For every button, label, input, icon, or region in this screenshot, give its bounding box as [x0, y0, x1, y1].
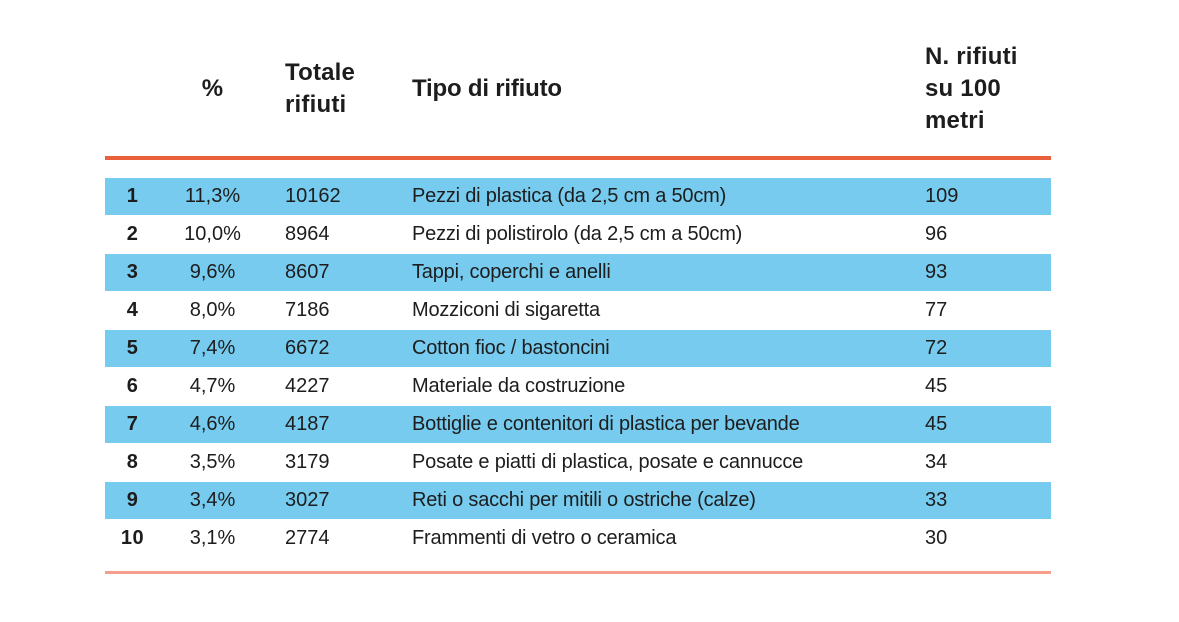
per100m-cell: 72 [925, 337, 948, 359]
per100m-cell: 96 [925, 223, 948, 245]
percent-cell: 8,0% [189, 299, 236, 321]
header-tipo-di-rifiuto: Tipo di rifiuto [412, 75, 562, 103]
per100m-cell: 30 [925, 527, 948, 549]
rank-cell: 9 [126, 489, 139, 511]
percent-cell: 4,6% [189, 413, 236, 435]
rank-cell: 8 [126, 451, 139, 473]
rank-cell: 10 [120, 527, 145, 549]
table-body: 1 11,3% 10162 Pezzi di plastica (da 2,5 … [105, 177, 1051, 557]
type-cell: Materiale da costruzione [412, 375, 626, 397]
header-rule [105, 156, 1051, 160]
percent-cell: 9,6% [189, 261, 236, 283]
per100m-cell: 93 [925, 261, 948, 283]
header-n-rifiuti-100m: N. rifiuti su 100 metri [925, 43, 1018, 134]
percent-cell: 3,4% [189, 489, 236, 511]
table-header-row: % Totale rifiuti Tipo di rifiuto N. rifi… [105, 28, 1051, 150]
total-cell: 3179 [285, 451, 330, 473]
per100m-cell: 33 [925, 489, 948, 511]
table-row: 6 4,7% 4227 Materiale da costruzione 45 [105, 368, 1051, 405]
per100m-cell: 77 [925, 299, 948, 321]
type-cell: Pezzi di plastica (da 2,5 cm a 50cm) [412, 185, 727, 207]
per100m-cell: 109 [925, 185, 959, 207]
percent-cell: 3,5% [189, 451, 236, 473]
header-percent: % [201, 75, 224, 103]
type-cell: Bottiglie e contenitori di plastica per … [412, 413, 800, 435]
table-row: 4 8,0% 7186 Mozziconi di sigaretta 77 [105, 292, 1051, 329]
per100m-cell: 34 [925, 451, 948, 473]
percent-cell: 11,3% [184, 185, 241, 207]
table-row: 2 10,0% 8964 Pezzi di polistirolo (da 2,… [105, 216, 1051, 253]
rank-cell: 4 [126, 299, 139, 321]
table-row: 9 3,4% 3027 Reti o sacchi per mitili o o… [105, 481, 1051, 520]
type-cell: Mozziconi di sigaretta [412, 299, 600, 321]
rank-cell: 6 [126, 375, 139, 397]
percent-cell: 10,0% [184, 223, 241, 245]
type-cell: Tappi, coperchi e anelli [412, 261, 611, 283]
type-cell: Pezzi di polistirolo (da 2,5 cm a 50cm) [412, 223, 743, 245]
table-row: 3 9,6% 8607 Tappi, coperchi e anelli 93 [105, 253, 1051, 292]
total-cell: 4227 [285, 375, 330, 397]
rank-cell: 1 [126, 185, 139, 207]
total-cell: 2774 [285, 527, 330, 549]
rank-cell: 7 [126, 413, 139, 435]
percent-cell: 3,1% [189, 527, 236, 549]
per100m-cell: 45 [925, 375, 948, 397]
rank-cell: 3 [126, 261, 139, 283]
total-cell: 4187 [285, 413, 330, 435]
rank-cell: 2 [126, 223, 139, 245]
footer-rule [105, 571, 1051, 574]
header-totale-rifiuti: Totale rifiuti [285, 59, 356, 118]
total-cell: 7186 [285, 299, 330, 321]
total-cell: 10162 [285, 185, 341, 207]
litter-table: % Totale rifiuti Tipo di rifiuto N. rifi… [105, 28, 1051, 574]
percent-cell: 4,7% [189, 375, 236, 397]
table-row: 7 4,6% 4187 Bottiglie e contenitori di p… [105, 405, 1051, 444]
table-row: 5 7,4% 6672 Cotton fioc / bastoncini 72 [105, 329, 1051, 368]
total-cell: 3027 [285, 489, 330, 511]
type-cell: Posate e piatti di plastica, posate e ca… [412, 451, 804, 473]
total-cell: 8964 [285, 223, 330, 245]
total-cell: 6672 [285, 337, 330, 359]
rank-cell: 5 [126, 337, 139, 359]
table-row: 1 11,3% 10162 Pezzi di plastica (da 2,5 … [105, 177, 1051, 216]
table-row: 8 3,5% 3179 Posate e piatti di plastica,… [105, 444, 1051, 481]
table-row: 10 3,1% 2774 Frammenti di vetro o cerami… [105, 520, 1051, 557]
type-cell: Frammenti di vetro o ceramica [412, 527, 677, 549]
per100m-cell: 45 [925, 413, 948, 435]
total-cell: 8607 [285, 261, 330, 283]
type-cell: Cotton fioc / bastoncini [412, 337, 610, 359]
percent-cell: 7,4% [189, 337, 236, 359]
type-cell: Reti o sacchi per mitili o ostriche (cal… [412, 489, 756, 511]
